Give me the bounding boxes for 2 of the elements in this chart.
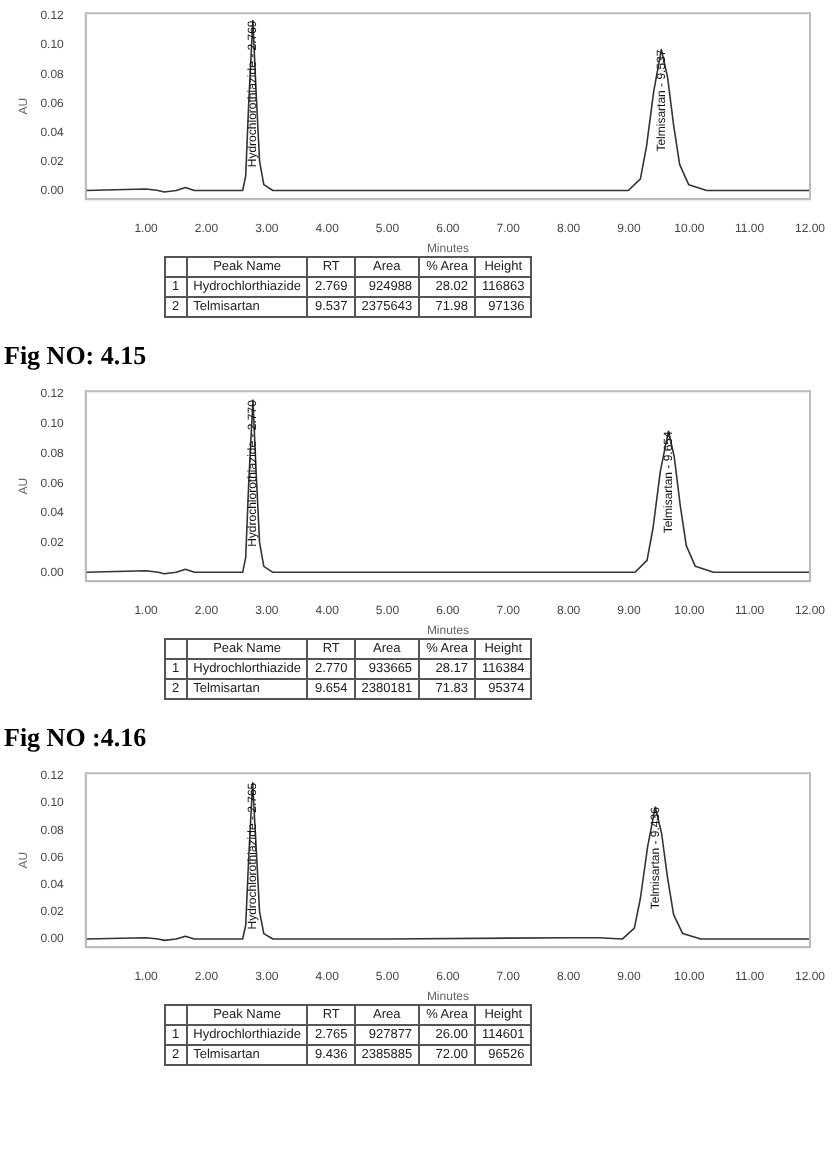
chart-title: Fig NO :4.16: [2, 720, 149, 756]
chart-title: Fig NO: 4.15: [2, 338, 149, 374]
